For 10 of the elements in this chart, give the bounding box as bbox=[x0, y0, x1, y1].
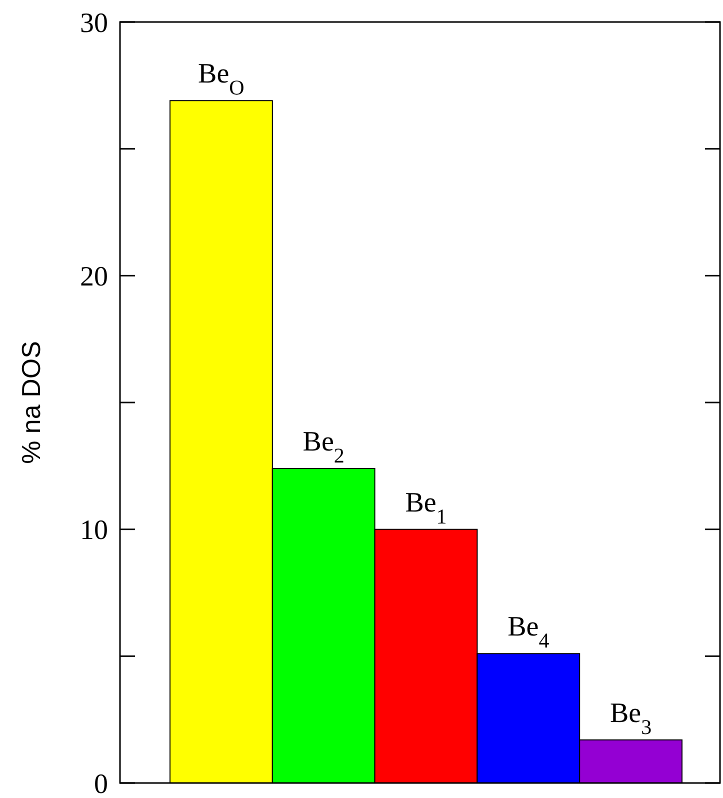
x-tick-label: Be$_{3}$ bbox=[610, 698, 652, 739]
y-tick-label: 20 bbox=[80, 261, 108, 292]
x-tick-label: Be$_{4}$ bbox=[508, 612, 550, 653]
y-tick-label: 0 bbox=[94, 768, 108, 798]
y-tick-label: 30 bbox=[80, 8, 108, 39]
x-tick-label: Be$_{2}$ bbox=[302, 426, 344, 468]
y-tick-label: 10 bbox=[80, 515, 108, 546]
x-tick-label: Be$_{1}$ bbox=[405, 487, 447, 528]
y-axis-title: % na DOS bbox=[16, 341, 46, 464]
x-tick-label: Be$_{O}$ bbox=[198, 58, 244, 100]
